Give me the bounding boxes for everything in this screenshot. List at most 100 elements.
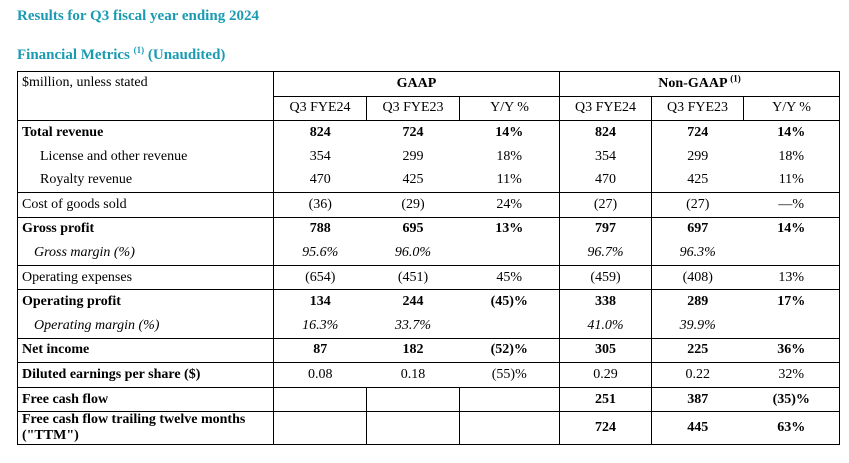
report-title: Results for Q3 fiscal year ending 2024	[17, 8, 259, 24]
table-cell: 24%	[459, 191, 561, 218]
table-cell: (27)	[651, 191, 744, 218]
table-cell: 32%	[743, 362, 841, 388]
table-cell: 695	[366, 216, 460, 242]
table-body: Total revenue 824 724 14% 824 724 14% License a…	[17, 120, 841, 446]
table-cell: 87	[273, 337, 367, 363]
table-row: Free cash flow trailing twelve months ("…	[17, 411, 841, 446]
table-row: Cost of goods sold (36) (29) 24% (27) (27) —%	[17, 191, 841, 218]
col-header: Y/Y %	[743, 95, 841, 121]
table-cell: 96.7%	[559, 241, 653, 266]
table-cell: (408)	[651, 264, 744, 290]
table-cell: 305	[559, 337, 653, 363]
table-cell: 797	[559, 216, 653, 242]
table-cell	[366, 386, 460, 412]
table-cell: 134	[273, 289, 367, 314]
table-cell: 425	[402, 172, 424, 188]
row-label: Free cash flow	[17, 386, 274, 412]
table-row: Operating margin (%) 16.3% 33.7% 41.0% 39.9%	[17, 313, 841, 339]
table-cell: (36)	[273, 191, 367, 218]
table-cell: (45)%	[459, 289, 561, 314]
table-cell: 0.29	[559, 362, 653, 388]
table-cell: 387	[651, 386, 744, 412]
row-label: Net income	[17, 337, 274, 363]
table-cell: 182	[366, 337, 460, 363]
col-header: Y/Y %	[458, 95, 560, 121]
table-cell	[743, 241, 841, 266]
table-cell: 225	[651, 337, 744, 363]
financial-metrics-table: $million, unless stated GAAP Non-GAAP (1…	[17, 70, 841, 446]
table-cell: 824	[273, 120, 367, 145]
table-cell: 11%	[459, 168, 561, 193]
table-row: Total revenue 824 724 14% 824 724 14%	[17, 120, 841, 145]
table-cell: 824	[559, 120, 653, 145]
table-row: Net income 87 182 (52)% 305 225 36%	[17, 337, 841, 363]
table-cell: 63%	[743, 411, 841, 446]
table-cell: (27)	[559, 191, 653, 218]
table-cell: 354	[309, 148, 331, 164]
table-cell: 13%	[459, 216, 561, 242]
table-cell	[273, 386, 367, 412]
table-cell: 33.7%	[394, 317, 432, 333]
table-row: Operating profit 134 244 (45)% 338 289 17%	[17, 289, 841, 314]
row-label: Gross profit	[17, 216, 274, 242]
table-row: Gross profit 788 695 13% 797 697 14%	[17, 216, 841, 242]
table-row: Diluted earnings per share ($) 0.08 0.18 (5…	[17, 362, 841, 388]
table-row: Operating expenses (654) (451) 45% (459) (408…	[17, 264, 841, 290]
col-header: Q3 FYE24	[559, 95, 652, 121]
table-cell: (459)	[559, 264, 653, 290]
table-cell: (55)%	[459, 362, 561, 388]
table-cell: (654)	[273, 264, 367, 290]
gaap-header: GAAP	[273, 71, 560, 97]
row-label: Operating margin (%)	[17, 313, 274, 339]
table-cell: 13%	[743, 264, 841, 290]
table-cell: 470	[309, 172, 331, 188]
table-cell: 425	[687, 172, 709, 188]
table-cell: 0.08	[273, 362, 367, 388]
table-cell: 470	[559, 168, 653, 193]
table-cell: (52)%	[459, 337, 561, 363]
row-label: Diluted earnings per share ($)	[17, 362, 274, 388]
nongaap-label: Non-GAAP	[658, 75, 727, 91]
table-cell: 251	[559, 386, 653, 412]
table-cell: 724	[651, 120, 744, 145]
table-cell: 724	[559, 411, 653, 446]
nongaap-footnote: (1)	[730, 73, 741, 84]
table-cell: 338	[559, 289, 653, 314]
col-header: Q3 FYE23	[366, 95, 460, 121]
table-cell: 11%	[743, 168, 841, 193]
table-row: License and other revenue 354 299 18% 354 299…	[17, 144, 841, 169]
table-cell: 18%	[743, 144, 841, 169]
row-label: Royalty revenue	[17, 168, 274, 193]
table-cell: 36%	[743, 337, 841, 363]
table-row: Gross margin (%) 95.6% 96.0% 96.7% 96.3%	[17, 241, 841, 266]
table-cell	[459, 386, 561, 412]
table-cell	[459, 313, 561, 339]
table-cell: 697	[651, 216, 744, 242]
table-cell: 0.18	[366, 362, 460, 388]
table-cell: 0.22	[651, 362, 744, 388]
table-cell: 299	[687, 148, 709, 164]
table-cell: 45%	[459, 264, 561, 290]
nongaap-header: Non-GAAP (1)	[559, 71, 841, 97]
section-title: Financial Metrics (1) (Unaudited)	[17, 45, 225, 64]
subheader-row: Q3 FYE24 Q3 FYE23 Y/Y % Q3 FYE24 Q3 FYE2…	[18, 95, 841, 121]
table-cell: 354	[559, 144, 653, 169]
section-title-main: Financial Metrics	[17, 47, 130, 63]
row-label: Gross margin (%)	[17, 241, 274, 266]
table-cell: 95.6%	[302, 244, 339, 260]
col-header: Q3 FYE23	[651, 95, 744, 121]
group-header-row: $million, unless stated GAAP Non-GAAP (1…	[17, 70, 841, 121]
table-cell: 14%	[459, 120, 561, 145]
col-header: Q3 FYE24	[273, 95, 367, 121]
table-cell: 244	[366, 289, 460, 314]
row-label: Cost of goods sold	[17, 191, 274, 218]
section-title-footnote: (1)	[133, 45, 145, 55]
table-cell	[743, 313, 841, 339]
table-cell	[459, 241, 561, 266]
row-label: License and other revenue	[17, 144, 274, 169]
table-cell	[366, 411, 460, 446]
table-cell: 96.0%	[394, 244, 432, 260]
table-cell: 14%	[743, 120, 841, 145]
table-cell: 41.0%	[559, 313, 653, 339]
table-cell: (35)%	[743, 386, 841, 412]
